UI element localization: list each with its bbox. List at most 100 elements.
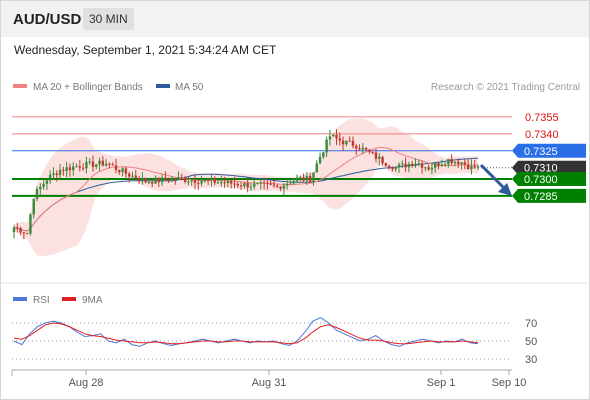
candle-body bbox=[19, 228, 22, 233]
candle-body bbox=[308, 175, 312, 183]
candle-body bbox=[450, 158, 453, 164]
candle-body bbox=[328, 136, 332, 140]
x-tick-label: Sep 10 bbox=[492, 377, 527, 389]
timestamp: Wednesday, September 1, 2021 5:34:24 AM … bbox=[14, 43, 277, 57]
candle-body bbox=[289, 183, 292, 185]
candle-body bbox=[269, 183, 272, 185]
legend-9ma-label: 9MA bbox=[82, 295, 103, 306]
x-tick-label: Sep 1 bbox=[427, 377, 456, 389]
candle-body bbox=[262, 182, 266, 184]
candle-body bbox=[453, 161, 457, 164]
candle-body bbox=[335, 135, 338, 139]
candle-body bbox=[174, 178, 177, 180]
candle-body bbox=[206, 179, 210, 181]
candle-body bbox=[457, 161, 460, 165]
candle-body bbox=[12, 227, 16, 233]
candle-body bbox=[29, 214, 32, 234]
rsi-tick-label: 50 bbox=[525, 336, 537, 348]
candle-body bbox=[364, 147, 368, 150]
candle-body bbox=[404, 163, 407, 168]
candle-body bbox=[98, 160, 101, 165]
candle-body bbox=[341, 140, 345, 145]
candle-body bbox=[440, 164, 444, 167]
candle-body bbox=[160, 177, 164, 183]
candle-body bbox=[259, 182, 263, 184]
support-label: 0.7300 bbox=[524, 174, 558, 186]
candle-body bbox=[144, 178, 147, 183]
support-label: 0.7285 bbox=[524, 191, 558, 203]
candle-body bbox=[391, 167, 394, 170]
candle-body bbox=[32, 198, 35, 215]
candle-body bbox=[332, 135, 335, 137]
candle-body bbox=[315, 163, 318, 173]
candle-body bbox=[183, 178, 187, 182]
candle-body bbox=[226, 180, 230, 184]
candle-body bbox=[325, 139, 328, 153]
pivot-tag bbox=[512, 143, 586, 158]
candle-body bbox=[378, 156, 381, 159]
candle-body bbox=[460, 162, 463, 165]
candle-body bbox=[85, 161, 88, 169]
candle-body bbox=[68, 167, 72, 171]
candle-body bbox=[137, 178, 141, 181]
legend-ma50-label: MA 50 bbox=[175, 82, 204, 93]
candle-body bbox=[151, 182, 154, 184]
candle-body bbox=[381, 156, 384, 164]
candle-body bbox=[417, 163, 420, 165]
rsi-series-9ma-line bbox=[13, 322, 479, 345]
candle-body bbox=[48, 174, 52, 181]
support-tag bbox=[512, 172, 586, 186]
candle-body bbox=[394, 167, 397, 170]
candle-body bbox=[88, 161, 91, 163]
candle-body bbox=[437, 163, 440, 167]
candle-body bbox=[75, 166, 78, 168]
candle-body bbox=[322, 152, 325, 157]
candle-body bbox=[473, 165, 476, 168]
candle-body bbox=[127, 173, 131, 177]
candle-body bbox=[147, 182, 151, 184]
forecast-arrow bbox=[479, 163, 505, 189]
ma20-line bbox=[13, 147, 478, 232]
candle-body bbox=[239, 185, 243, 187]
candle-body bbox=[279, 186, 282, 189]
candle-body bbox=[81, 167, 85, 169]
candle-body bbox=[111, 164, 114, 166]
candle-body bbox=[351, 140, 355, 146]
legend-rsi-label: RSI bbox=[33, 295, 50, 306]
candle-body bbox=[95, 164, 98, 167]
candle-body bbox=[371, 151, 374, 153]
candle-body bbox=[62, 169, 65, 172]
candle-body bbox=[200, 181, 203, 184]
rsi-tick-label: 70 bbox=[525, 318, 537, 330]
price-tag bbox=[512, 160, 586, 175]
ma50-line bbox=[13, 157, 479, 232]
candle-body bbox=[101, 160, 105, 166]
chart-header: AUD/USD 30 MIN bbox=[1, 1, 589, 37]
candle-body bbox=[424, 167, 427, 169]
candle-body bbox=[312, 172, 315, 183]
symbol-label: AUD/USD bbox=[13, 11, 82, 28]
candle-body bbox=[72, 166, 75, 171]
candle-body bbox=[384, 163, 388, 166]
candle-body bbox=[305, 175, 309, 181]
candle-body bbox=[22, 232, 26, 234]
candle-body bbox=[55, 173, 58, 176]
candle-body bbox=[121, 168, 124, 173]
candle-body bbox=[170, 178, 174, 182]
candle-body bbox=[167, 180, 170, 182]
candle-body bbox=[45, 180, 49, 184]
candle-body bbox=[414, 163, 417, 167]
candle-body bbox=[256, 183, 259, 185]
timeframe-badge[interactable]: 30 MIN bbox=[83, 8, 134, 30]
candle-body bbox=[249, 186, 253, 188]
candle-body bbox=[42, 183, 45, 187]
candle-body bbox=[292, 181, 295, 184]
candle-body bbox=[35, 189, 39, 199]
candle-body bbox=[124, 168, 128, 174]
candle-body bbox=[108, 163, 111, 165]
candle-body bbox=[213, 178, 216, 183]
candle-body bbox=[253, 183, 256, 187]
candle-body bbox=[476, 166, 480, 168]
candle-body bbox=[216, 182, 220, 184]
